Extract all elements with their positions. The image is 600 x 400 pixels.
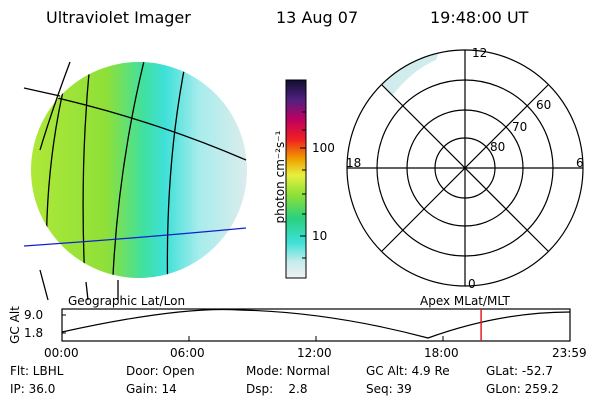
timeline-x-tick-0600: 06:00 bbox=[170, 346, 205, 360]
timeline-x-tick-0000: 00:00 bbox=[44, 346, 79, 360]
colorbar-unit-label: photon cm⁻²s⁻¹ bbox=[273, 130, 287, 224]
timeline-y-tick-low: 1.8 bbox=[24, 326, 44, 340]
mlt-label-18: 18 bbox=[346, 156, 362, 170]
uv-image-disk bbox=[23, 61, 247, 301]
lat-label-60: 60 bbox=[536, 98, 552, 112]
mlt-label-6: 6 bbox=[576, 156, 584, 170]
date-label: 13 Aug 07 bbox=[276, 8, 359, 27]
timeline-x-tick-1200: 12:00 bbox=[297, 346, 332, 360]
polar-aurora-patch bbox=[380, 50, 440, 96]
timeline-x-tick-2359: 23:59 bbox=[552, 346, 587, 360]
timeline-y-tick-high: 9.0 bbox=[24, 308, 44, 322]
polar-mlt-plot bbox=[346, 49, 584, 287]
colorbar bbox=[285, 79, 307, 279]
mlt-label-12: 12 bbox=[472, 46, 488, 60]
ip-info: IP: 36.0 bbox=[10, 382, 56, 396]
geographic-subtitle: Geographic Lat/Lon bbox=[68, 294, 186, 308]
earth-disk bbox=[31, 62, 247, 278]
gain-info: Gain: 14 bbox=[126, 382, 177, 396]
glat-info: GLat: -52.7 bbox=[486, 364, 553, 378]
terminator-line bbox=[23, 227, 247, 247]
seq-info: Seq: 39 bbox=[366, 382, 412, 396]
door-info: Door: Open bbox=[126, 364, 195, 378]
dsp-info: Dsp: 2.8 bbox=[246, 382, 308, 396]
mode-info: Mode: Normal bbox=[246, 364, 330, 378]
colorbar-tick-10: 10 bbox=[312, 229, 328, 243]
time-label: 19:48:00 UT bbox=[430, 8, 529, 27]
gc-alt-info: GC Alt: 4.9 Re bbox=[366, 364, 450, 378]
mlt-label-0: 0 bbox=[468, 277, 476, 291]
colorbar-ticks bbox=[300, 111, 306, 259]
timeline-y-label: GC Alt bbox=[7, 306, 22, 344]
colorbar-tick-100: 100 bbox=[312, 141, 335, 155]
timeline-x-tick-1800: 18:00 bbox=[424, 346, 459, 360]
instrument-title: Ultraviolet Imager bbox=[46, 8, 191, 27]
glon-info: GLon: 259.2 bbox=[486, 382, 559, 396]
lat-label-80: 80 bbox=[490, 140, 506, 154]
lat-label-70: 70 bbox=[512, 120, 528, 134]
filter-info: Flt: LBHL bbox=[10, 364, 64, 378]
apex-subtitle: Apex MLat/MLT bbox=[420, 294, 510, 308]
altitude-timeline bbox=[61, 308, 571, 342]
